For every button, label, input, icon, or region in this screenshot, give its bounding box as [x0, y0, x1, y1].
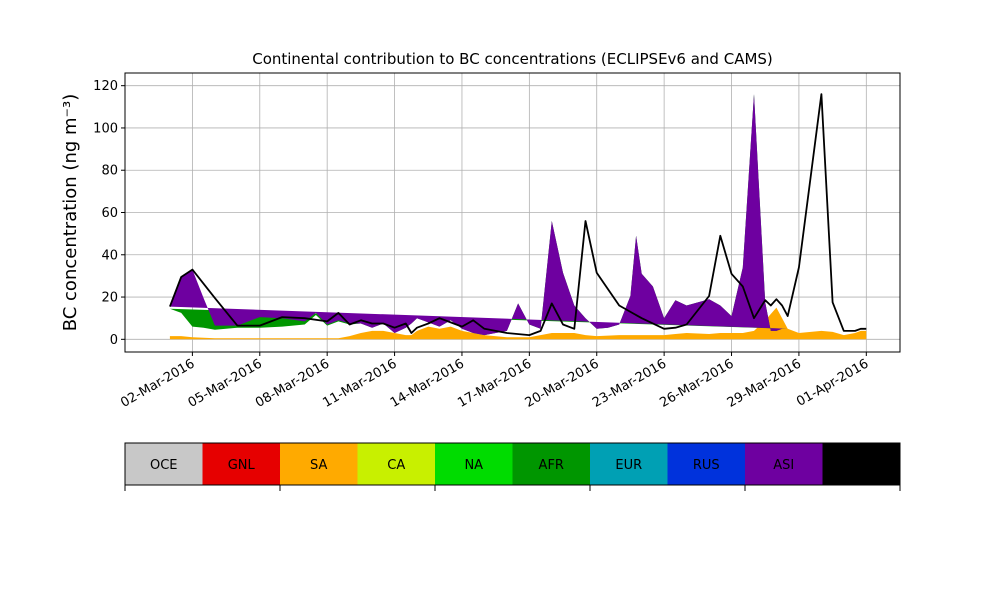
x-tick-label: 05-Mar-2016 — [186, 356, 265, 410]
stacked-areas — [169, 94, 867, 340]
legend-swatch-aus — [822, 443, 900, 485]
y-axis-label: BC concentration (ng m⁻³) — [60, 94, 81, 332]
y-tick-label: 100 — [93, 121, 118, 136]
y-tick-label: 120 — [93, 79, 118, 94]
x-tick-label: 26-Mar-2016 — [657, 356, 736, 410]
x-tick-label: 20-Mar-2016 — [523, 356, 602, 410]
y-tick-label: 80 — [101, 164, 118, 179]
total-line-layer — [169, 93, 867, 336]
total-concentration-line — [169, 93, 867, 336]
grid-lines — [125, 73, 900, 352]
area-asi — [169, 94, 788, 336]
legend-label: GNL — [228, 458, 256, 473]
legend-label: SA — [310, 458, 327, 473]
legend-swatch-rus — [667, 443, 745, 485]
y-tick-label: 40 — [101, 248, 118, 263]
legend-label: EUR — [615, 458, 642, 473]
legend-swatch-eur — [590, 443, 668, 485]
x-tick-label: 08-Mar-2016 — [253, 356, 332, 410]
x-tick-label: 17-Mar-2016 — [455, 356, 534, 410]
chart-title: Continental contribution to BC concentra… — [252, 50, 773, 68]
x-tick-label: 14-Mar-2016 — [388, 356, 467, 410]
legend-swatch-gnl — [202, 443, 280, 485]
legend-swatch-ca — [357, 443, 435, 485]
legend-swatch-na — [435, 443, 513, 485]
legend-label: NA — [464, 458, 483, 473]
x-tick-label: 23-Mar-2016 — [590, 356, 669, 410]
area-afr — [169, 94, 788, 336]
legend-label: AUS — [848, 458, 875, 473]
legend-frame — [124, 442, 901, 486]
y-tick-label: 0 — [110, 333, 118, 348]
legend-swatch-sa — [280, 443, 358, 485]
y-tick-label: 60 — [101, 206, 118, 221]
legend-colorbar: OCE GNL SA CA NA AFR EUR RUS ASI AUS — [124, 442, 901, 491]
x-tick-label: 29-Mar-2016 — [725, 356, 804, 410]
y-tick-label: 20 — [101, 291, 118, 306]
legend-swatch-afr — [512, 443, 590, 485]
x-tick-label: 11-Mar-2016 — [320, 356, 399, 410]
legend-swatch-oce — [125, 443, 203, 485]
legend-swatch-asi — [745, 443, 823, 485]
legend-label: OCE — [150, 458, 178, 473]
area-sa — [169, 307, 867, 340]
legend-label: RUS — [693, 458, 720, 473]
x-tick-label: 01-Apr-2016 — [794, 356, 871, 409]
x-tick-label: 02-Mar-2016 — [118, 356, 197, 410]
legend-label: CA — [387, 458, 405, 473]
legend-label: ASI — [773, 458, 794, 473]
legend-label: AFR — [539, 458, 564, 473]
